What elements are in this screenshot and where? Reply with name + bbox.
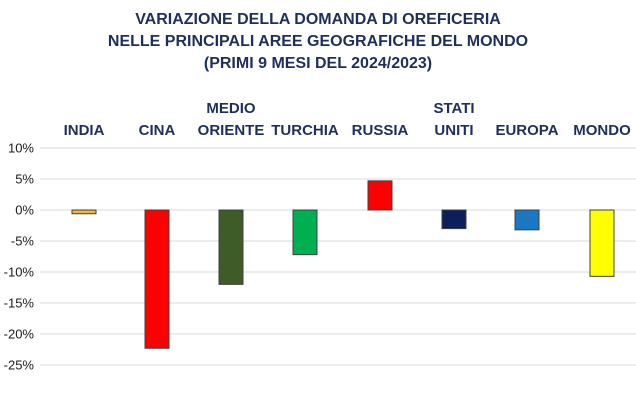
bar xyxy=(367,180,393,211)
y-tick-label: 10% xyxy=(8,141,34,156)
category-label: INDIA xyxy=(64,122,105,139)
category-label: EUROPA xyxy=(495,122,558,139)
category-label-line: ORIENTE xyxy=(198,122,265,139)
chart-title-line-1: VARIAZIONE DELLA DOMANDA DI OREFICERIA xyxy=(135,11,501,28)
bar xyxy=(218,209,244,285)
category-label-line: RUSSIA xyxy=(352,122,409,139)
y-tick-label: -15% xyxy=(4,296,35,311)
bar xyxy=(514,209,540,231)
category-label: TURCHIA xyxy=(271,122,339,139)
chart-title-line-3: (PRIMI 9 MESI DEL 2024/2023) xyxy=(203,55,433,72)
category-label-line: UNITI xyxy=(434,122,473,139)
category-label: CINA xyxy=(139,122,176,139)
category-label: MEDIO ORIENTE xyxy=(198,100,265,139)
category-label-line: MONDO xyxy=(573,122,631,139)
category-label-line: MEDIO xyxy=(206,100,256,117)
bar xyxy=(441,209,467,230)
category-label-line: EUROPA xyxy=(495,122,558,139)
category-label-line: CINA xyxy=(139,122,176,139)
bar xyxy=(292,209,318,256)
category-label: STATI UNITI xyxy=(433,100,474,139)
bar xyxy=(144,209,170,349)
category-labels: INDIA CINA MEDIO ORIENTE TURCHIA RUSSIA STATI U… xyxy=(64,100,631,139)
bar xyxy=(589,209,615,277)
bar xyxy=(71,209,97,215)
y-tick-label: -10% xyxy=(4,265,35,280)
chart-title-line-2: NELLE PRINCIPALI AREE GEOGRAFICHE DEL MO… xyxy=(107,33,529,50)
y-tick-label: -5% xyxy=(11,234,35,249)
category-label-line: STATI xyxy=(433,100,474,117)
grid-lines xyxy=(40,147,636,366)
category-label-line: INDIA xyxy=(64,122,105,139)
category-label-line: TURCHIA xyxy=(271,122,339,139)
bars xyxy=(71,180,615,349)
y-tick-label: -20% xyxy=(4,327,35,342)
category-label: RUSSIA xyxy=(352,122,409,139)
y-tick-label: 0% xyxy=(15,203,34,218)
y-axis-ticks: 10% 5% 0% -5% -10% -15% -20% -25% xyxy=(4,141,35,373)
y-tick-label: -25% xyxy=(4,358,35,373)
y-tick-label: 5% xyxy=(15,172,34,187)
category-label: MONDO xyxy=(573,122,631,139)
